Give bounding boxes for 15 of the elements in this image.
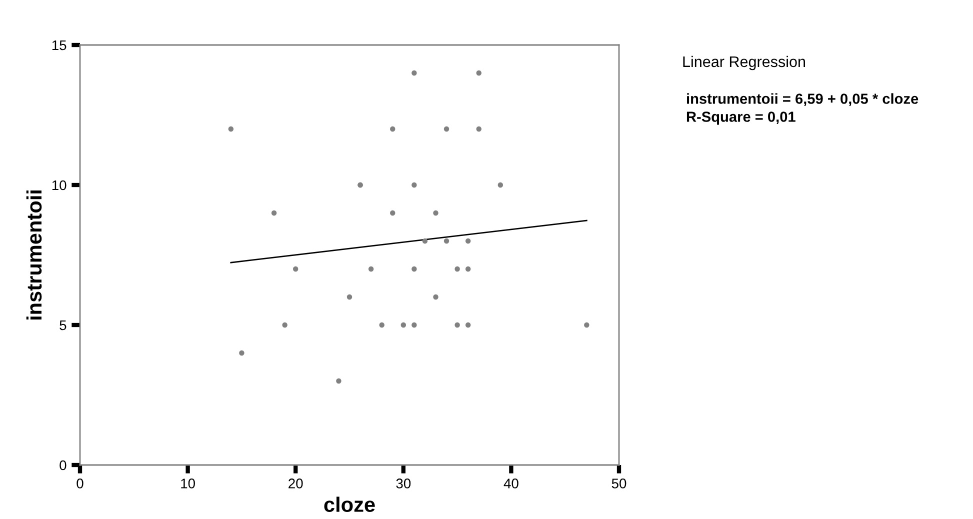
x-tick-label: 40 (504, 478, 518, 488)
x-axis-title: cloze (324, 496, 375, 512)
text: instrumentoii = 6,59 + 0,05 * cloze (687, 93, 918, 106)
text: Linear Regression (683, 56, 805, 70)
y-axis-title: instrumentoii (26, 190, 42, 320)
x-tick-label: 20 (288, 478, 303, 488)
y-tick-label: 0 (60, 460, 66, 470)
text: R-Square = 0,01 (686, 112, 796, 125)
x-tick-label: 10 (181, 478, 195, 488)
y-tick-label: 5 (60, 320, 66, 330)
y-tick-label: 10 (52, 180, 66, 190)
x-tick-label: 30 (396, 478, 411, 488)
x-tick-label: 50 (612, 478, 626, 488)
y-tick-label: 15 (52, 40, 66, 50)
x-tick-label: 0 (76, 478, 84, 488)
